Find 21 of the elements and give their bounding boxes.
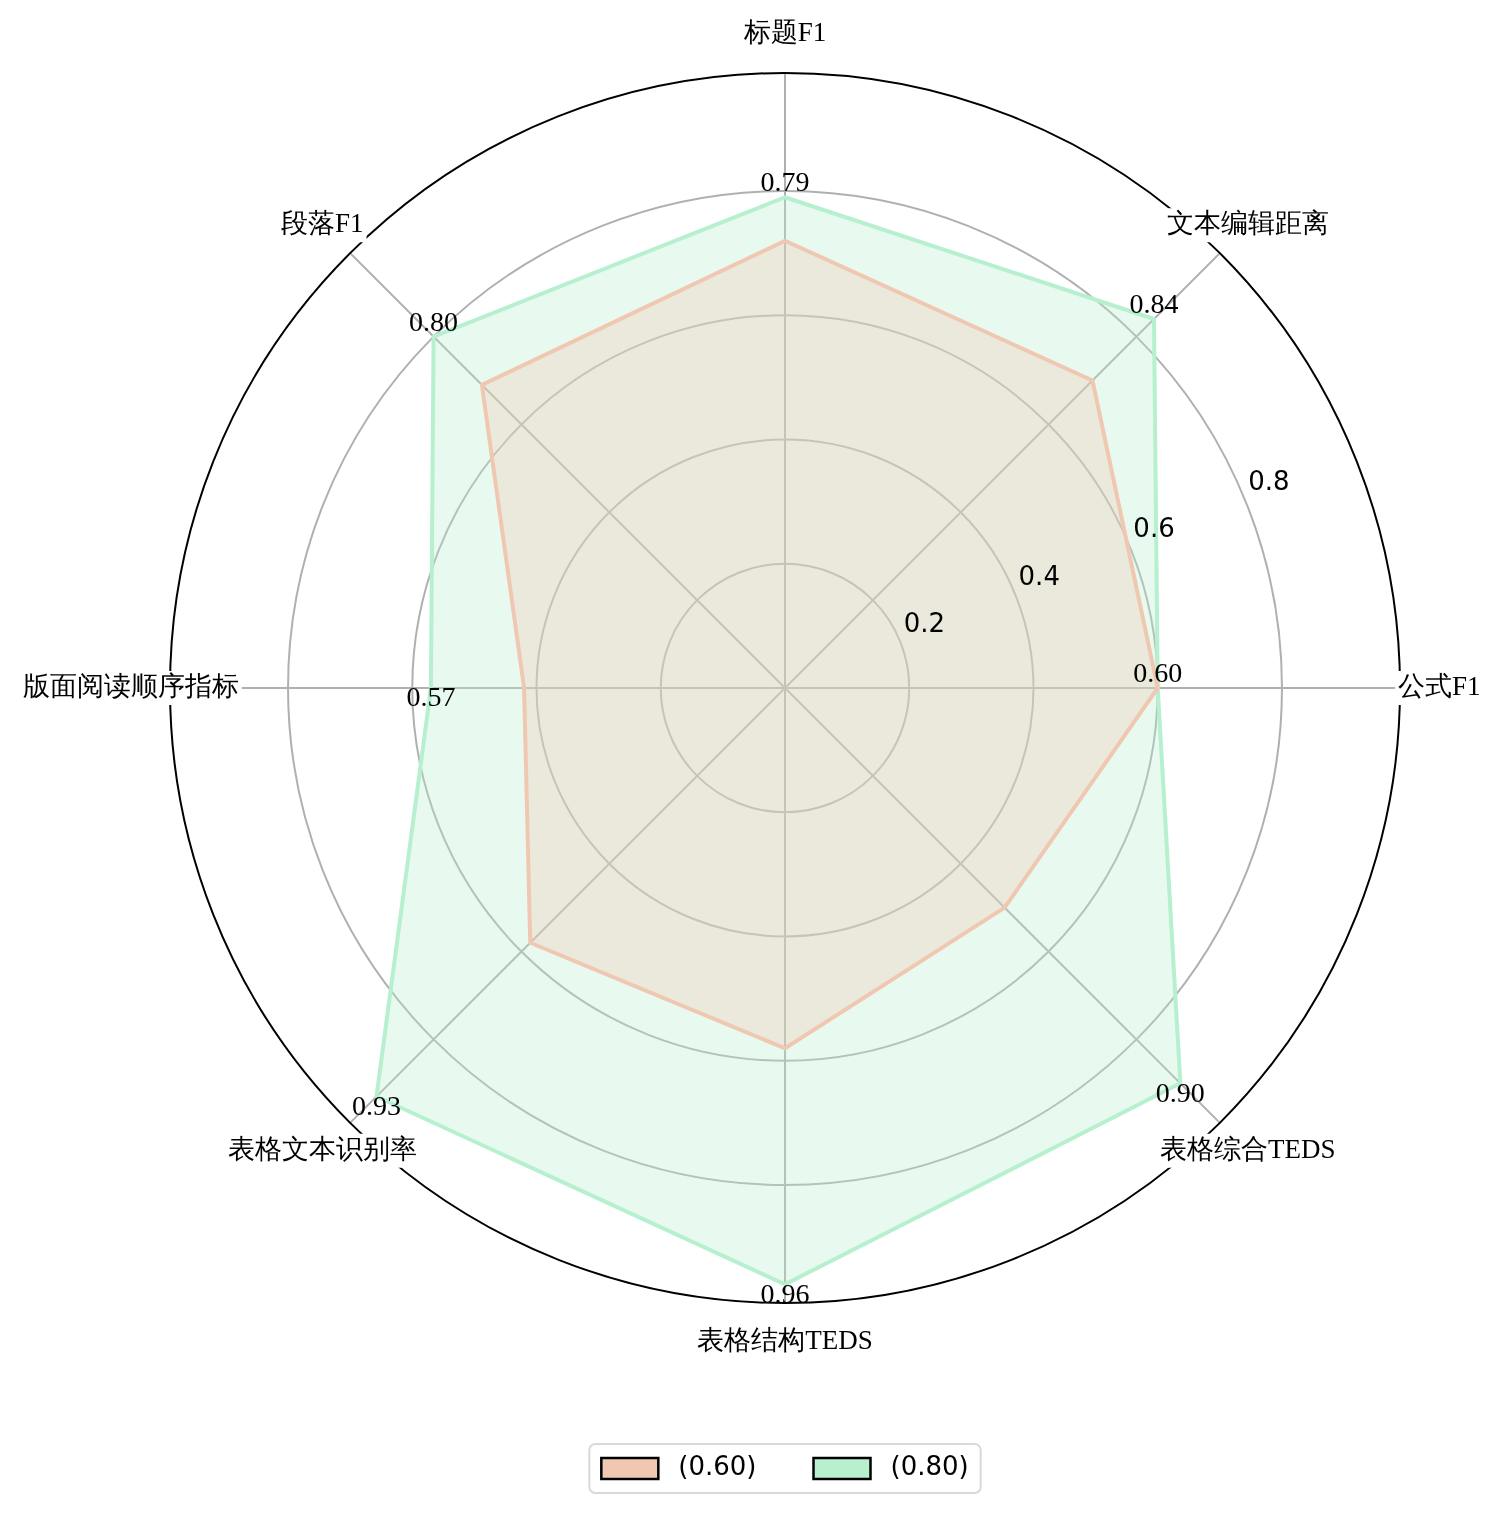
spoke-label: 表格文本识别率: [227, 1133, 417, 1164]
y-tick-label: 0.4: [1018, 560, 1060, 591]
spoke-label: 表格综合TEDS: [1159, 1133, 1336, 1164]
y-tick-label: 0.6: [1133, 513, 1175, 544]
data-label: 0.93: [351, 1089, 401, 1121]
legend-label: (0.60): [678, 1451, 757, 1482]
data-label: 0.79: [760, 166, 810, 198]
data-label: 0.57: [406, 681, 456, 713]
spoke-label: 表格结构TEDS: [697, 1325, 873, 1356]
data-label: 0.84: [1129, 288, 1179, 320]
y-tick-label: 0.2: [903, 608, 946, 639]
y-tick-label: 0.8: [1248, 465, 1290, 496]
data-label: 0.80: [409, 305, 459, 337]
data-label: 0.60: [1133, 657, 1183, 688]
spoke-label: 版面阅读顺序指标: [22, 671, 239, 702]
data-label: 0.90: [1155, 1076, 1205, 1108]
spoke-label: 文本编辑距离: [1166, 208, 1329, 239]
spoke-label: 公式F1: [1398, 671, 1481, 702]
spoke-label: 段落F1: [281, 208, 364, 239]
legend-label: (0.80): [890, 1451, 969, 1482]
spoke-label: 标题F1: [742, 16, 827, 47]
